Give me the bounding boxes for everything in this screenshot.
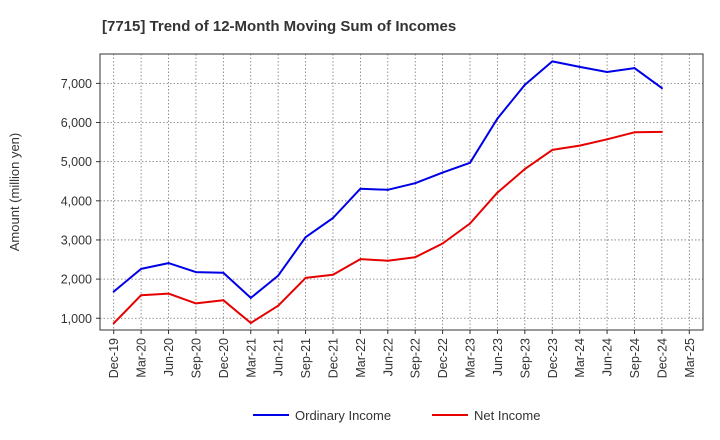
- legend-label: Ordinary Income: [295, 408, 391, 423]
- data-point: [606, 71, 609, 73]
- data-point: [140, 267, 143, 270]
- y-tick-label: 2,000: [61, 273, 92, 287]
- x-tick-label: Jun-24: [601, 338, 615, 376]
- data-point: [414, 182, 417, 185]
- x-tick-label: Sep-21: [299, 338, 313, 378]
- data-point: [496, 191, 499, 194]
- data-point: [578, 144, 581, 147]
- data-point: [523, 168, 526, 171]
- data-point: [523, 83, 526, 86]
- data-point: [606, 138, 609, 141]
- x-tick-label: Dec-21: [326, 338, 340, 378]
- x-tick-label: Jun-22: [381, 338, 395, 376]
- data-point: [167, 292, 170, 295]
- data-point: [551, 148, 554, 151]
- x-tick-label: Jun-21: [272, 338, 286, 376]
- x-tick-label: Mar-24: [573, 338, 587, 378]
- data-point: [249, 322, 252, 324]
- x-tick-label: Mar-23: [464, 338, 478, 378]
- data-point: [277, 304, 280, 307]
- y-tick-label: 6,000: [61, 116, 92, 130]
- data-point: [359, 187, 362, 190]
- series-group: [112, 60, 663, 325]
- data-point: [660, 130, 663, 133]
- chart-title: [7715] Trend of 12-Month Moving Sum of I…: [102, 18, 456, 35]
- data-point: [386, 259, 389, 262]
- x-tick-label: Sep-22: [409, 338, 423, 378]
- x-tick-label: Dec-20: [217, 338, 231, 378]
- x-tick-label: Jun-23: [491, 338, 505, 376]
- x-tick-label: Mar-22: [354, 338, 368, 378]
- legend: Ordinary Income Net Income: [253, 408, 540, 423]
- data-point: [551, 60, 554, 63]
- x-tick-label: Sep-20: [189, 338, 203, 378]
- data-point: [633, 131, 636, 134]
- y-axis: 1,000 2,000 3,000 4,000 5,000 6,000 7,000: [61, 77, 100, 326]
- series-line-net-income: [112, 130, 662, 324]
- x-tick-label: Dec-19: [107, 338, 121, 378]
- data-point: [469, 161, 471, 164]
- data-point: [469, 222, 471, 225]
- data-point: [167, 262, 170, 265]
- data-point: [112, 290, 115, 293]
- data-point: [249, 296, 252, 299]
- data-point: [222, 299, 225, 302]
- data-point: [332, 273, 334, 276]
- data-point: [277, 274, 280, 277]
- y-tick-label: 3,000: [61, 233, 92, 247]
- x-tick-label: Mar-25: [683, 338, 697, 378]
- x-tick-label: Jun-20: [162, 338, 176, 376]
- data-point: [304, 236, 307, 239]
- grid: [100, 54, 703, 330]
- data-point: [332, 217, 334, 219]
- data-point: [414, 256, 417, 259]
- x-tick-label: Sep-24: [628, 338, 642, 378]
- y-tick-label: 1,000: [61, 312, 92, 326]
- y-tick-label: 7,000: [61, 77, 92, 91]
- x-tick-label: Dec-24: [655, 338, 669, 378]
- data-point: [441, 171, 444, 174]
- data-point: [578, 65, 581, 68]
- data-point: [304, 276, 307, 279]
- data-point: [222, 271, 225, 274]
- plot-frame: [99, 53, 704, 331]
- data-point: [660, 87, 663, 90]
- y-axis-label: Amount (million yen): [7, 133, 22, 252]
- data-point: [359, 258, 362, 261]
- data-point: [633, 67, 636, 70]
- x-axis: Dec-19 Mar-20 Jun-20 Sep-20 Dec-20 Mar-21 Jun-…: [107, 330, 697, 378]
- x-tick-label: Mar-20: [135, 338, 149, 378]
- data-point: [496, 117, 499, 120]
- x-tick-label: Sep-23: [518, 338, 532, 378]
- y-tick-label: 4,000: [61, 194, 92, 208]
- x-tick-label: Dec-23: [546, 338, 560, 378]
- x-tick-label: Mar-21: [244, 338, 258, 378]
- data-point: [194, 302, 197, 305]
- data-point: [140, 294, 143, 297]
- data-point: [441, 242, 444, 245]
- data-point: [112, 322, 115, 325]
- data-point: [194, 271, 197, 274]
- y-tick-label: 5,000: [61, 155, 92, 169]
- x-tick-label: Dec-22: [436, 338, 450, 378]
- data-point: [386, 188, 389, 191]
- legend-label: Net Income: [474, 408, 540, 423]
